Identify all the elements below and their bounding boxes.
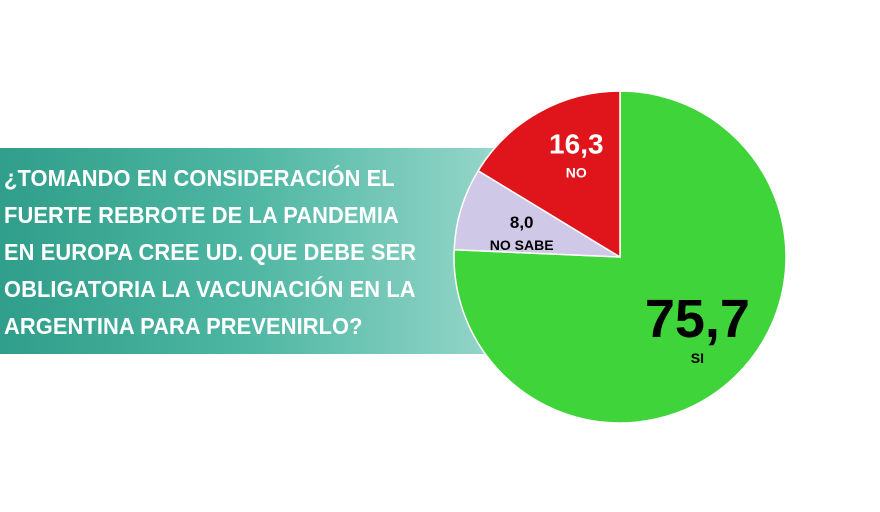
pie-labels: 75,7SI 8,0 NO SABE 16,3 NO (490, 129, 750, 367)
pie-slice-no (477, 90, 621, 259)
slice-label-no: NO (566, 165, 587, 181)
slice-value-si: 75,7 (645, 289, 750, 349)
pie-slices (453, 90, 787, 424)
pie-slice-si (453, 90, 787, 424)
slice-label-si: SI (691, 350, 704, 366)
slice-value-no-sabe: 8,0 (510, 213, 534, 232)
slice-value-no: 16,3 (549, 129, 604, 160)
question-text: ¿TOMANDO EN CONSIDERACIÓN EL FUERTE REBR… (4, 165, 417, 339)
slice-label-no-sabe: NO SABE (490, 237, 554, 253)
